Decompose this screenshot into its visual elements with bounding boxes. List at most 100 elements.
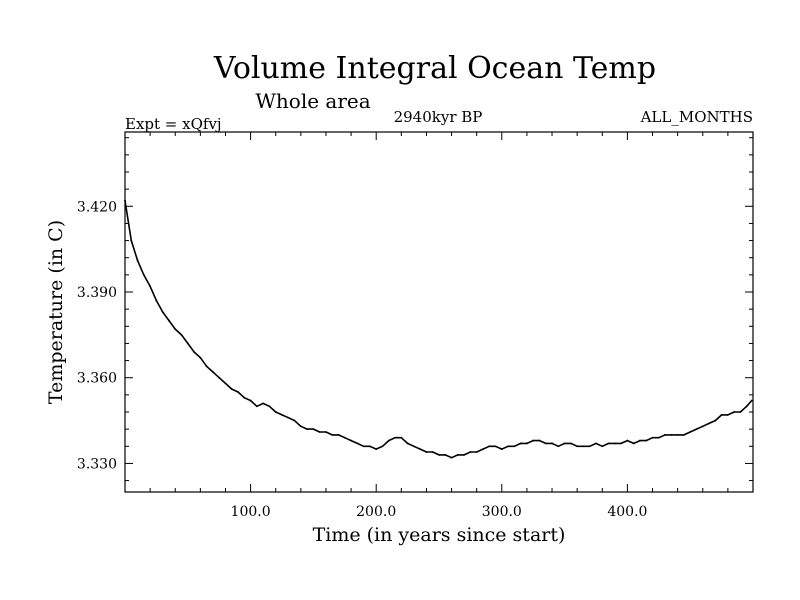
data-point [620, 442, 623, 445]
data-point [569, 442, 572, 445]
data-point [745, 405, 748, 408]
data-point [607, 442, 610, 445]
data-point [375, 448, 378, 451]
data-point [438, 453, 440, 456]
data-point [714, 419, 717, 422]
data-point [180, 333, 183, 336]
data-point [538, 439, 541, 442]
data-point [664, 433, 666, 436]
data-point [312, 428, 315, 431]
data-point [676, 433, 679, 436]
data-point [237, 391, 239, 393]
chart-subtitle: Whole area [255, 89, 370, 113]
data-point [325, 431, 327, 433]
y-tick-label: 3.330 [77, 456, 117, 472]
chart-title: Volume Integral Ocean Temp [213, 51, 656, 86]
data-point [750, 399, 753, 402]
data-point [651, 436, 654, 439]
x-tick-label: 100.0 [231, 504, 271, 520]
data-point [639, 439, 641, 442]
x-tick-label: 400.0 [607, 504, 647, 520]
data-point [551, 442, 553, 445]
data-point [255, 405, 258, 408]
data-point [124, 199, 126, 202]
data-point [494, 445, 497, 448]
data-point [739, 411, 742, 413]
data-point [657, 436, 660, 439]
data-point [576, 445, 579, 448]
data-point [394, 436, 396, 439]
data-point [720, 413, 723, 416]
data-point [387, 439, 390, 442]
data-point [431, 451, 434, 453]
data-point [526, 442, 528, 445]
data-point [318, 431, 321, 433]
data-point [544, 442, 547, 445]
data-point [362, 445, 365, 448]
y-tick-label: 3.390 [77, 285, 117, 301]
data-point [186, 342, 189, 345]
data-point [168, 319, 170, 322]
data-point [142, 273, 145, 276]
data-point [268, 405, 271, 408]
data-point [350, 439, 352, 442]
data-point [161, 311, 164, 313]
x-axis-label: Time (in years since start) [313, 524, 566, 546]
data-point [343, 436, 346, 439]
data-point [733, 411, 736, 413]
data-point [588, 445, 591, 448]
months-label: ALL_MONTHS [640, 108, 753, 126]
data-point [482, 448, 484, 451]
data-point [701, 425, 704, 428]
data-point [155, 299, 158, 302]
data-point [507, 445, 509, 448]
data-point [337, 433, 340, 436]
data-point [356, 442, 359, 445]
data-point [281, 413, 283, 416]
plot-frame [124, 131, 754, 493]
data-point [249, 399, 252, 402]
data-point [205, 365, 208, 368]
data-point [557, 445, 560, 448]
data-point [444, 453, 447, 456]
x-tick-label: 200.0 [356, 504, 396, 520]
data-point [400, 436, 403, 439]
data-point [469, 451, 472, 453]
data-point [419, 448, 422, 451]
data-point [463, 453, 466, 456]
data-point [726, 413, 729, 416]
data-point [582, 445, 585, 448]
y-tick-label: 3.360 [77, 371, 117, 387]
data-point [199, 356, 202, 359]
data-point [513, 445, 516, 448]
temperature-series-line [124, 200, 753, 459]
data-point [306, 428, 309, 431]
data-point [299, 425, 302, 428]
data-point [331, 433, 334, 436]
data-point [632, 442, 635, 445]
data-point [293, 419, 296, 422]
data-point [683, 433, 685, 436]
experiment-label: Expt = xQfvj [125, 115, 222, 133]
y-axis-label: Temperature (in C) [45, 220, 67, 404]
data-point [136, 259, 139, 262]
data-point [626, 439, 629, 442]
y-tick-label: 3.420 [77, 199, 117, 215]
data-point [532, 439, 535, 442]
data-point [601, 445, 604, 448]
data-point [456, 453, 459, 456]
data-point [488, 445, 491, 448]
data-point [224, 382, 227, 385]
data-point [450, 456, 453, 459]
data-point [149, 285, 152, 288]
period-label: 2940kyr BP [394, 108, 483, 126]
data-point [425, 451, 428, 453]
data-point [613, 442, 616, 445]
data-point [695, 428, 698, 431]
data-point [274, 411, 277, 413]
data-point [243, 396, 246, 399]
data-point [406, 442, 409, 445]
data-points [124, 199, 753, 459]
data-point [230, 388, 233, 391]
